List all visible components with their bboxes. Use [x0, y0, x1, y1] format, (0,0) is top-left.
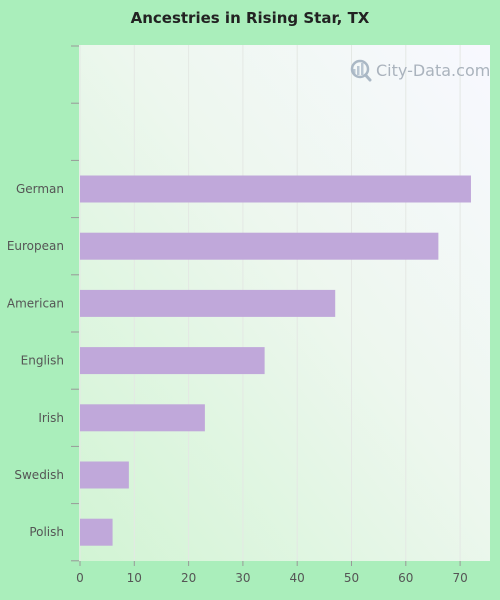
bar-european: [80, 232, 439, 260]
x-tick-label: 60: [398, 571, 413, 585]
x-tick-label: 50: [344, 571, 359, 585]
y-tick-label: American: [7, 296, 64, 310]
chart-title: Ancestries in Rising Star, TX: [130, 9, 370, 27]
x-tick-label: 70: [452, 571, 467, 585]
bar-polish: [80, 518, 113, 546]
y-tick-label: Polish: [29, 525, 64, 539]
x-tick-label: 20: [181, 571, 196, 585]
tick-labels: 0 10 20 30 40 50 60 70 German European American Eng…: [7, 182, 468, 585]
x-tick-label: 40: [290, 571, 305, 585]
x-tick-label: 0: [76, 571, 84, 585]
bars: [80, 175, 471, 546]
bar-german: [80, 175, 471, 203]
y-tick-label: English: [21, 354, 64, 368]
bar-american: [80, 289, 336, 317]
y-tick-label: Swedish: [14, 468, 64, 482]
x-tick-label: 10: [127, 571, 142, 585]
x-tick-label: 30: [235, 571, 250, 585]
y-tick-label: European: [7, 239, 64, 253]
watermark: City-Data.com: [350, 58, 490, 82]
bar-irish: [80, 404, 205, 432]
y-tick-label: German: [16, 182, 64, 196]
magnifier-icon: [350, 59, 372, 82]
y-tick-label: Irish: [38, 411, 64, 425]
bar-swedish: [80, 461, 129, 489]
axes: [71, 45, 461, 566]
watermark-text: City-Data.com: [376, 60, 491, 80]
bar-english: [80, 347, 265, 375]
